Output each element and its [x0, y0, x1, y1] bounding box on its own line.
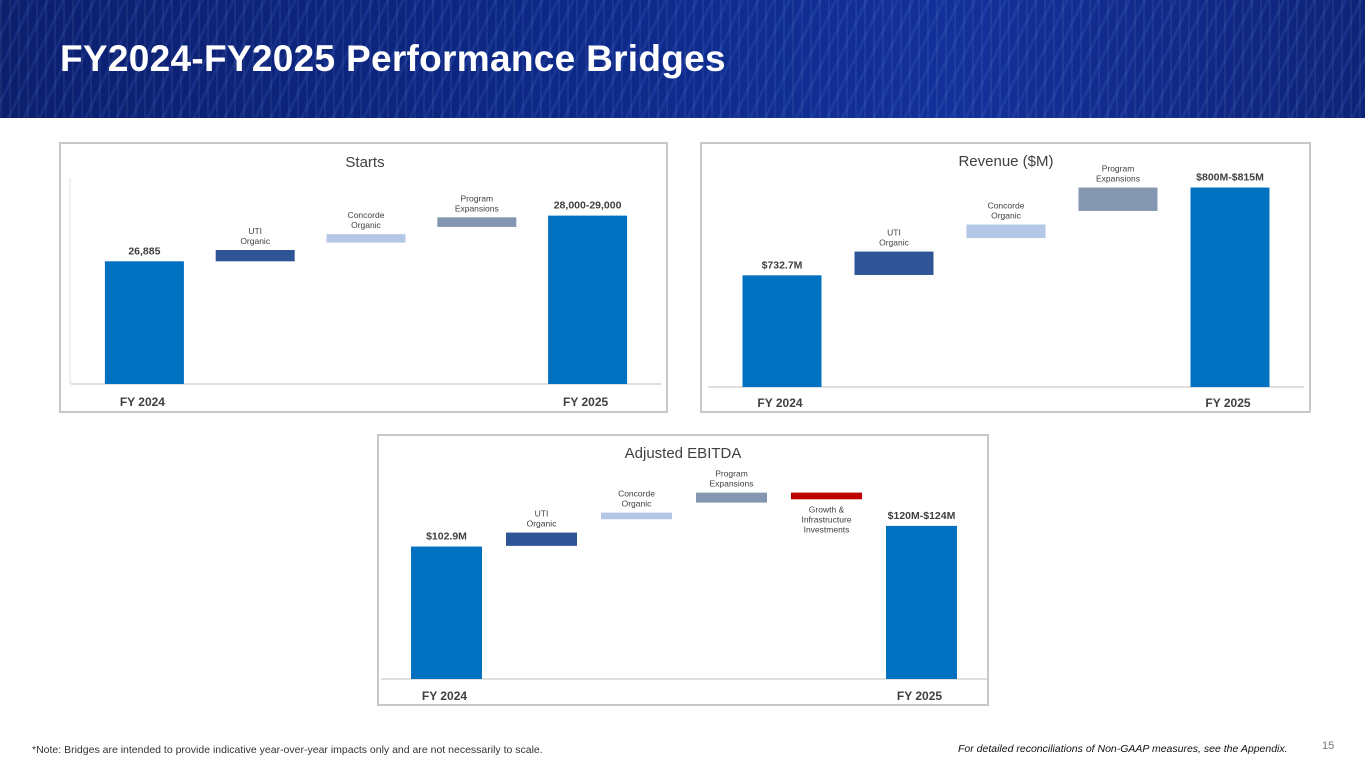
- tick-label-fy-2024: FY 2024: [757, 396, 802, 410]
- bar-growth-infrastructure-investments: [791, 492, 862, 500]
- header-banner: FY2024-FY2025 Performance Bridges: [0, 0, 1365, 118]
- starts-bridge-panel: Starts 26,885 FY 2024 UTI Organic Concorde Org…: [59, 142, 668, 413]
- bar-fy-2024: [742, 275, 822, 387]
- bar-fy-2024: [104, 261, 184, 384]
- category-label-growth-infrastructure-investments: Growth &: [809, 504, 845, 514]
- category-label-program-expansions: Expansions: [455, 203, 499, 213]
- bar-fy-2025: [548, 215, 628, 384]
- category-label-concorde-organic: Concorde: [988, 200, 1025, 210]
- data-label-fy-2024: $732.7M: [762, 259, 803, 271]
- category-label-uti-organic: Organic: [879, 238, 910, 248]
- adjusted-ebitda-bridge-panel: Adjusted EBITDA $102.9M FY 2024 UTI Organic C…: [377, 434, 989, 706]
- bar-program-expansions: [696, 492, 767, 503]
- category-label-program-expansions: Expansions: [710, 479, 754, 489]
- chart-title: Revenue ($M): [958, 153, 1053, 170]
- category-label-program-expansions: Program: [715, 469, 748, 479]
- data-label-fy-2024: 26,885: [128, 245, 160, 257]
- category-label-program-expansions: Program: [461, 193, 494, 203]
- category-label-growth-infrastructure-investments: Infrastructure: [801, 514, 851, 524]
- header-pattern: [0, 0, 1365, 118]
- category-label-uti-organic: UTI: [248, 226, 262, 236]
- bar-uti-organic: [506, 532, 577, 546]
- page-title: FY2024-FY2025 Performance Bridges: [60, 38, 726, 79]
- revenue-bridge-panel: Revenue ($M) $732.7M FY 2024 UTI Organic Conc…: [700, 142, 1311, 413]
- data-label-fy-2025: $120M-$124M: [888, 510, 956, 522]
- tick-label-fy-2024: FY 2024: [422, 689, 467, 703]
- category-label-concorde-organic: Concorde: [348, 210, 385, 220]
- category-label-concorde-organic: Organic: [991, 210, 1022, 220]
- tick-label-fy-2025: FY 2025: [1205, 396, 1250, 410]
- page-number: 15: [1322, 740, 1335, 752]
- footnote: *Note: Bridges are intended to provide i…: [32, 744, 543, 756]
- category-label-uti-organic: Organic: [527, 519, 558, 529]
- category-label-concorde-organic: Organic: [351, 220, 382, 230]
- bar-uti-organic: [215, 250, 295, 262]
- category-label-concorde-organic: Organic: [622, 499, 653, 509]
- bar-uti-organic: [854, 251, 934, 275]
- tick-label-fy-2025: FY 2025: [563, 395, 608, 409]
- chart-title: Adjusted EBITDA: [625, 445, 742, 462]
- data-label-fy-2025: $800M-$815M: [1196, 172, 1264, 184]
- bar-program-expansions: [437, 217, 517, 227]
- bar-fy-2024: [411, 546, 482, 679]
- tick-label-fy-2024: FY 2024: [120, 395, 165, 409]
- category-label-program-expansions: Program: [1102, 164, 1135, 174]
- bar-fy-2025: [886, 525, 957, 679]
- category-label-uti-organic: UTI: [535, 509, 549, 519]
- bar-program-expansions: [1078, 187, 1158, 211]
- data-label-fy-2025: 28,000-29,000: [554, 200, 622, 212]
- data-label-fy-2024: $102.9M: [426, 531, 467, 543]
- bar-concorde-organic: [966, 224, 1046, 239]
- appendix-note: For detailed reconciliations of Non-GAAP…: [958, 743, 1288, 755]
- bar-fy-2025: [1190, 187, 1270, 387]
- bar-concorde-organic: [601, 512, 672, 520]
- category-label-concorde-organic: Concorde: [618, 489, 655, 499]
- category-label-growth-infrastructure-investments: Investments: [804, 524, 850, 534]
- category-label-uti-organic: UTI: [887, 228, 901, 238]
- chart-title: Starts: [345, 154, 384, 171]
- tick-label-fy-2025: FY 2025: [897, 689, 942, 703]
- category-label-program-expansions: Expansions: [1096, 174, 1140, 184]
- category-label-uti-organic: Organic: [240, 236, 271, 246]
- bar-concorde-organic: [326, 234, 406, 243]
